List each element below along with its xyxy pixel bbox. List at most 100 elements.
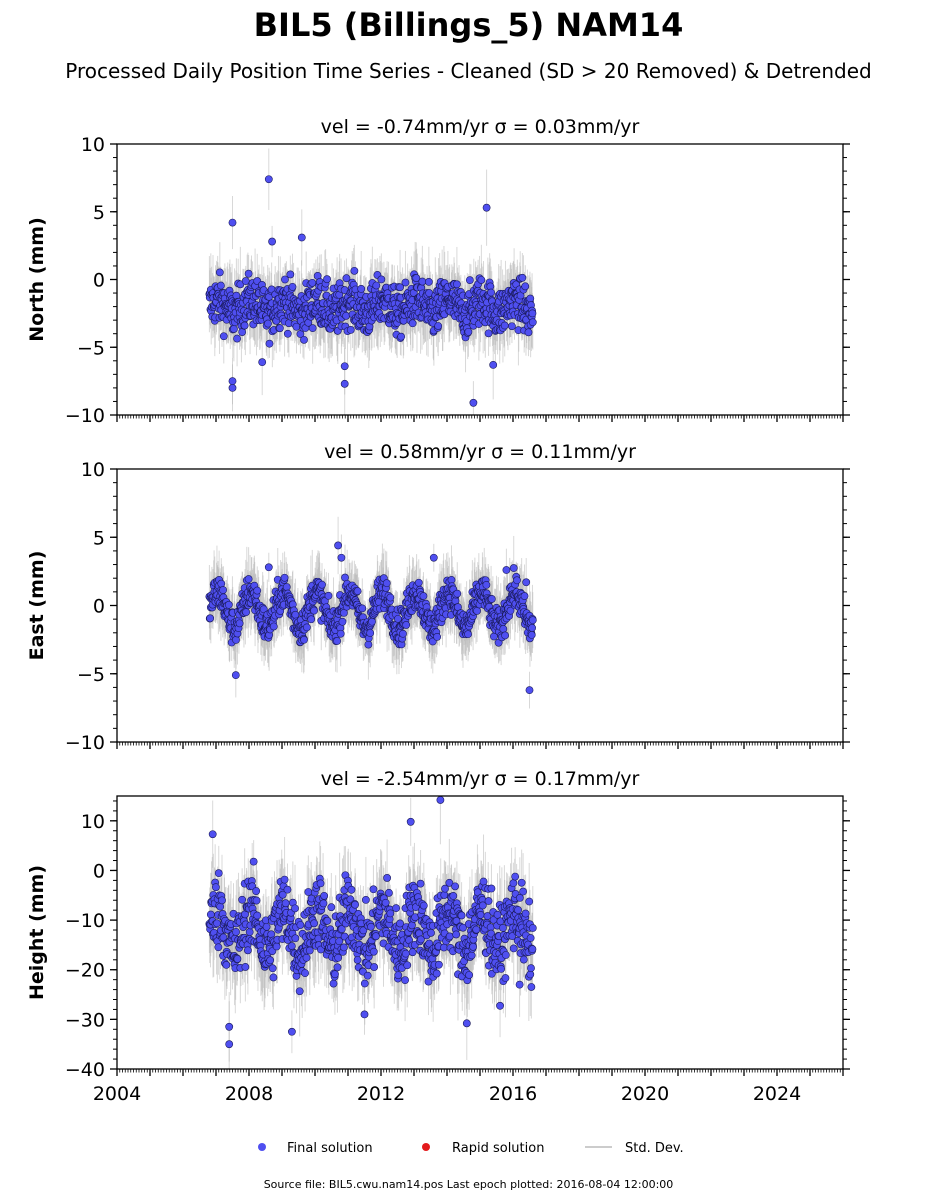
data-point bbox=[401, 278, 410, 287]
data-point bbox=[396, 283, 404, 292]
data-point bbox=[280, 573, 289, 582]
data-point bbox=[264, 563, 273, 572]
data-point bbox=[242, 608, 250, 617]
data-point bbox=[528, 309, 537, 318]
y-axis-label: East (mm) bbox=[26, 551, 48, 661]
panel-title: vel = -0.74mm/yr σ = 0.03mm/yr bbox=[321, 116, 640, 138]
data-point bbox=[429, 553, 438, 562]
data-point bbox=[334, 541, 342, 550]
data-point bbox=[528, 318, 537, 327]
data-point bbox=[297, 233, 306, 242]
y-axis-label: Height (mm) bbox=[26, 865, 48, 1000]
data-point bbox=[206, 614, 215, 623]
data-point bbox=[291, 610, 300, 619]
data-point bbox=[482, 580, 491, 589]
data-point bbox=[513, 576, 521, 585]
data-point bbox=[465, 276, 474, 285]
data-point bbox=[502, 566, 511, 574]
data-point bbox=[244, 269, 253, 278]
data-point bbox=[482, 203, 491, 212]
data-point bbox=[310, 606, 318, 615]
data-point bbox=[308, 278, 317, 287]
data-point bbox=[268, 237, 276, 246]
data-point bbox=[337, 553, 346, 562]
data-point bbox=[464, 327, 473, 336]
data-point bbox=[509, 564, 518, 572]
data-point bbox=[235, 619, 244, 628]
y-tick-label: −5 bbox=[77, 337, 105, 359]
data-point bbox=[232, 635, 240, 644]
data-point bbox=[300, 635, 308, 644]
data-point bbox=[358, 604, 367, 613]
data-point bbox=[489, 360, 498, 369]
data-point bbox=[453, 589, 462, 598]
data-point bbox=[469, 398, 478, 407]
data-point bbox=[283, 329, 292, 338]
data-point bbox=[281, 275, 289, 284]
data-point bbox=[224, 600, 233, 609]
data-point bbox=[501, 631, 510, 640]
data-point bbox=[372, 281, 381, 290]
data-point bbox=[219, 332, 228, 341]
data-point bbox=[258, 358, 267, 367]
data-point bbox=[414, 578, 423, 587]
y-tick-label: −10 bbox=[65, 732, 105, 754]
data-point bbox=[264, 175, 273, 184]
series-final-solution bbox=[205, 796, 537, 1069]
data-point bbox=[244, 575, 253, 583]
data-point bbox=[434, 322, 443, 330]
data-point bbox=[408, 319, 417, 328]
data-point bbox=[508, 322, 516, 331]
data-point bbox=[228, 377, 237, 386]
data-point bbox=[338, 617, 347, 626]
data-point bbox=[487, 288, 495, 297]
data-point bbox=[265, 339, 274, 348]
data-point bbox=[377, 275, 386, 284]
data-point bbox=[418, 277, 427, 286]
data-point bbox=[464, 630, 472, 639]
data-point bbox=[399, 629, 407, 638]
data-point bbox=[500, 321, 509, 330]
data-point bbox=[487, 595, 496, 603]
data-point bbox=[366, 629, 375, 637]
figure-title: BIL5 (Billings_5) NAM14 bbox=[254, 6, 684, 44]
data-point bbox=[229, 325, 238, 333]
data-point bbox=[253, 586, 262, 595]
data-point bbox=[228, 383, 237, 392]
data-point bbox=[452, 280, 461, 289]
y-tick-label: 5 bbox=[93, 202, 105, 224]
y-tick-label: 5 bbox=[93, 527, 105, 549]
data-point bbox=[300, 335, 308, 344]
data-point bbox=[217, 281, 225, 290]
panel-title: vel = 0.58mm/yr σ = 0.11mm/yr bbox=[324, 441, 636, 463]
panel-title: vel = -2.54mm/yr σ = 0.17mm/yr bbox=[321, 768, 640, 790]
data-point bbox=[324, 591, 333, 600]
data-point bbox=[231, 671, 240, 680]
data-point bbox=[368, 617, 376, 626]
data-point bbox=[397, 332, 406, 341]
data-point bbox=[506, 606, 515, 615]
data-point bbox=[342, 274, 351, 283]
data-point bbox=[340, 362, 349, 371]
data-point bbox=[484, 329, 493, 338]
y-tick-label: 0 bbox=[93, 596, 105, 618]
data-point bbox=[382, 579, 391, 588]
data-point bbox=[386, 593, 395, 602]
data-point bbox=[282, 583, 291, 591]
data-point bbox=[364, 640, 373, 649]
data-point bbox=[288, 282, 297, 291]
series-final-solution bbox=[205, 148, 537, 415]
data-point bbox=[346, 325, 355, 334]
data-point bbox=[219, 586, 227, 594]
data-point bbox=[419, 592, 428, 600]
data-point bbox=[307, 615, 316, 624]
panel-height: vel = -2.54mm/yr σ = 0.17mm/yr Height (mm… bbox=[26, 768, 850, 1105]
y-tick-label: 10 bbox=[81, 459, 105, 481]
data-point bbox=[520, 592, 529, 600]
data-point bbox=[522, 578, 531, 587]
series-final-solution bbox=[205, 516, 537, 709]
data-point bbox=[302, 623, 311, 632]
data-point bbox=[336, 629, 345, 638]
figure-subtitle: Processed Daily Position Time Series - C… bbox=[65, 59, 871, 83]
